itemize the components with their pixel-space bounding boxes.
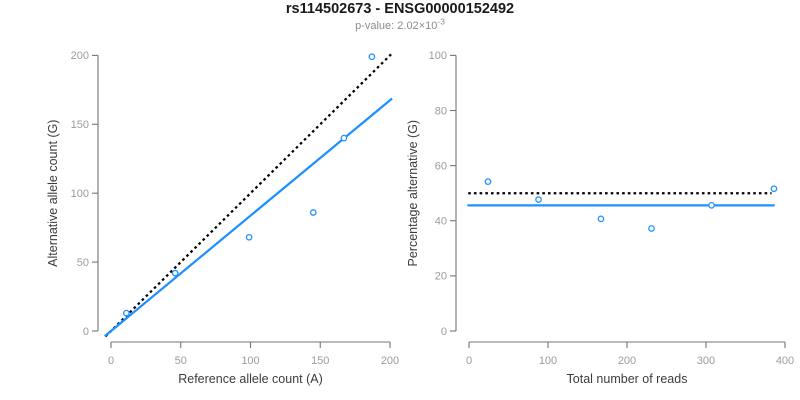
- y-tick-label: 100: [429, 50, 447, 62]
- x-tick-label: 100: [241, 355, 259, 367]
- x-tick-label: 200: [381, 355, 399, 367]
- data-point: [245, 233, 253, 241]
- y-tick-label: 40: [435, 216, 447, 228]
- y-tick-label: 200: [71, 50, 89, 62]
- y-tick-label: 80: [435, 105, 447, 117]
- data-point: [770, 185, 778, 193]
- pvalue-prefix: p-value:: [355, 20, 398, 32]
- x-tick-label: 50: [175, 355, 187, 367]
- x-tick-label: 0: [466, 355, 472, 367]
- x-axis-title: Reference allele count (A): [178, 372, 323, 386]
- y-axis-title: Alternative allele count (G): [46, 120, 60, 267]
- x-tick-label: 0: [108, 355, 114, 367]
- pvalue-subtitle: p-value: 2.02×10-3: [0, 17, 800, 32]
- pvalue-multiplier: ×10: [418, 20, 438, 32]
- figure-title: rs114502673 - ENSG00000152492: [285, 1, 515, 17]
- data-point: [122, 309, 130, 317]
- percentage-alternative-panel: 0 20 40 60 80 100 0 100 200 300 400 Total number of…: [406, 50, 794, 386]
- allele-counts-panel: 0 50 100 150 200 0 50 100 150 200 Reference allele…: [46, 50, 399, 386]
- y-tick-label: 150: [71, 119, 89, 131]
- data-point: [535, 196, 542, 203]
- x-tick-label: 300: [697, 355, 715, 367]
- data-point: [309, 209, 317, 216]
- data-point: [368, 53, 376, 61]
- pvalue-exponent: -3: [437, 16, 445, 27]
- fitted-proportion-line: [104, 97, 393, 338]
- y-tick-label: 20: [435, 271, 447, 283]
- x-tick-label: 100: [539, 355, 557, 367]
- x-tick-label: 150: [311, 355, 329, 367]
- y-tick-label: 0: [441, 326, 447, 338]
- x-tick-label: 200: [618, 355, 636, 367]
- data-point: [171, 269, 179, 277]
- data-point: [708, 201, 715, 209]
- y-axis-title: Percentage alternative (G): [406, 120, 420, 267]
- x-axis-title: Total number of reads: [567, 372, 688, 386]
- data-point: [484, 178, 492, 185]
- identity-line: [104, 51, 394, 338]
- data-point: [340, 134, 348, 142]
- y-tick-label: 60: [435, 160, 447, 172]
- y-tick-label: 50: [77, 257, 89, 269]
- x-tick-label: 400: [776, 355, 794, 367]
- data-point: [648, 225, 655, 232]
- pvalue-mantissa: 2.02: [397, 20, 419, 32]
- y-tick-label: 0: [83, 326, 89, 338]
- y-tick-label: 100: [71, 188, 89, 200]
- data-point: [597, 215, 605, 223]
